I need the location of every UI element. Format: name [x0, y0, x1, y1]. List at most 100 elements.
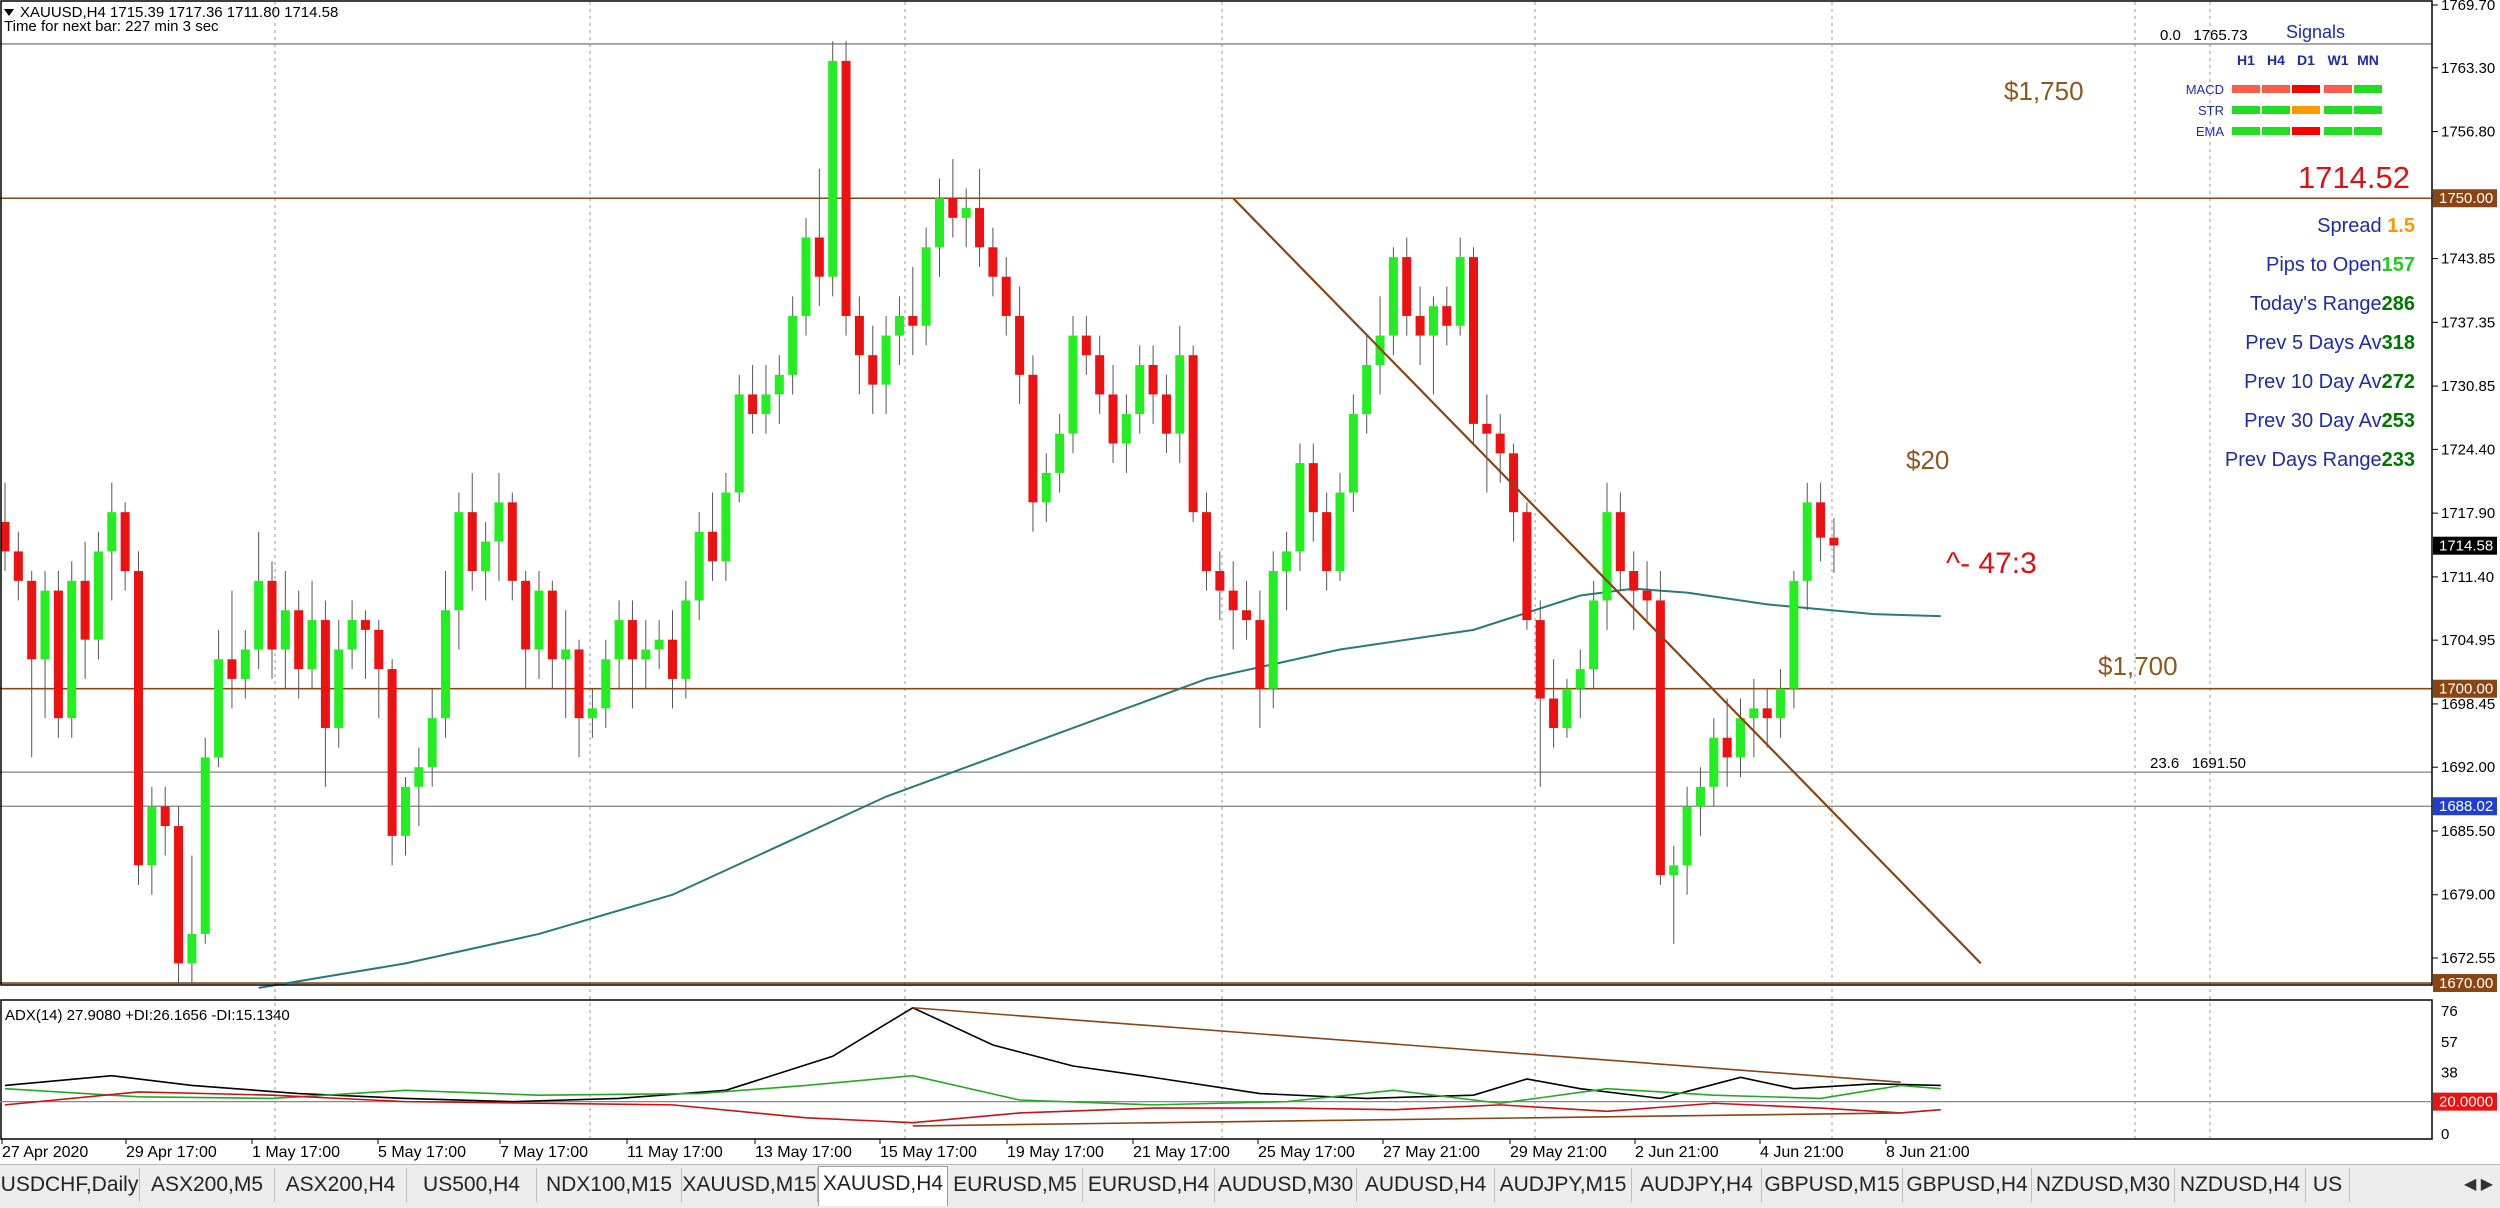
candle-body: [214, 659, 224, 758]
collapse-arrow-icon[interactable]: [4, 9, 14, 16]
annotation-1700: $1,700: [2098, 651, 2178, 681]
time-tick-label: 27 May 21:00: [1383, 1144, 1480, 1161]
tab-scroll-left-icon[interactable]: ◀: [2464, 1176, 2477, 1193]
tab-audusd-h4[interactable]: AUDUSD,H4: [1357, 1168, 1495, 1202]
info-row: Today's Range286: [2250, 293, 2415, 315]
tab-gbpusd-m15[interactable]: GBPUSD,M15: [1762, 1168, 1903, 1202]
tab-usdchf-daily[interactable]: USDCHF,Daily: [0, 1168, 140, 1202]
candle-body: [200, 757, 210, 934]
candle-body: [534, 590, 544, 650]
candle-body: [1736, 718, 1745, 758]
signal-cell: [2292, 85, 2320, 93]
tab-audjpy-m15[interactable]: AUDJPY,M15: [1495, 1168, 1632, 1202]
adx-trendline: [912, 1006, 1901, 1084]
main-panel-border: [0, 0, 2433, 986]
candle-body: [160, 806, 170, 827]
tab-xauusd-h4[interactable]: XAUUSD,H4: [818, 1166, 948, 1206]
price-badge: [2433, 189, 2497, 208]
candle-body: [80, 580, 90, 640]
price-tick-label: 1711.40: [2441, 569, 2494, 586]
tab-eurusd-m5[interactable]: EURUSD,M5: [948, 1168, 1083, 1202]
adx-level-badge-label: 20.0000: [2439, 1094, 2493, 1111]
candle-body: [1322, 512, 1332, 572]
candle-body: [1682, 806, 1692, 866]
candle-body: [1335, 492, 1345, 572]
candle-body: [1495, 433, 1505, 454]
info-row-value: 253: [2382, 410, 2415, 432]
candle-body: [1549, 698, 1559, 728]
candle-body: [1375, 335, 1385, 366]
candle-body: [1402, 257, 1412, 316]
signal-cell: [2354, 106, 2382, 114]
candle-body: [788, 315, 798, 375]
tab-eurusd-h4[interactable]: EURUSD,H4: [1083, 1168, 1215, 1202]
tab-audjpy-h4[interactable]: AUDJPY,H4: [1632, 1168, 1762, 1202]
candle-body: [27, 580, 37, 660]
candle-body: [1455, 257, 1465, 326]
tab-asx200-m5[interactable]: ASX200,M5: [140, 1168, 275, 1202]
time-tick-label: 29 Apr 17:00: [126, 1144, 217, 1161]
candle-body: [961, 208, 971, 218]
price-tick-label: 1763.30: [2441, 60, 2495, 77]
price-tick-label: 1679.00: [2441, 887, 2495, 904]
price-badge-label: 1700.00: [2439, 681, 2493, 698]
signal-cell: [2262, 106, 2290, 114]
candle-body: [441, 610, 451, 719]
info-row: Prev 10 Day Av272: [2244, 371, 2415, 393]
candle-body: [1041, 472, 1051, 503]
time-tick-label: 19 May 17:00: [1007, 1144, 1104, 1161]
candle-body: [1749, 708, 1759, 719]
trendline[interactable]: [1232, 197, 1982, 965]
tab-nzdusd-h4[interactable]: NZDUSD,H4: [2175, 1168, 2306, 1202]
time-tick-label: 8 Jun 21:00: [1886, 1144, 1970, 1161]
signal-timeframe: W1: [2328, 52, 2349, 68]
price-tick-label: 1724.40: [2441, 441, 2495, 458]
signal-row-label: EMA: [2196, 124, 2225, 139]
tab-us[interactable]: US: [2306, 1168, 2350, 1202]
signal-cell: [2324, 85, 2352, 93]
symbol-header: XAUUSD,H4 1715.39 1717.36 1711.80 1714.5…: [20, 4, 338, 21]
adx-tick-label: 0: [2441, 1126, 2449, 1143]
candle-body: [254, 580, 264, 650]
signal-cell: [2262, 85, 2290, 93]
tab-scroll-arrows[interactable]: ◀ ▶: [2464, 1174, 2494, 1200]
info-row: Prev Days Range233: [2225, 449, 2415, 471]
signal-cell: [2292, 127, 2320, 135]
candle-body: [1121, 414, 1131, 444]
candle-body: [1068, 335, 1078, 434]
tab-nzdusd-m30[interactable]: NZDUSD,M30: [2032, 1168, 2175, 1202]
candle-body: [1589, 600, 1599, 670]
candle-body: [1148, 365, 1158, 395]
adx-level-badge: [2433, 1092, 2497, 1111]
candle-body: [227, 659, 237, 679]
tab-asx200-h4[interactable]: ASX200,H4: [275, 1168, 407, 1202]
tab-scroll-right-icon[interactable]: ▶: [2480, 1176, 2494, 1193]
plus-di-line: [4, 1074, 1941, 1106]
candle-body: [1575, 669, 1585, 689]
price-tick-label: 1698.45: [2441, 696, 2495, 713]
signal-timeframe: H4: [2267, 52, 2285, 68]
price-tick-label: 1730.85: [2441, 378, 2495, 395]
candle-body: [1428, 306, 1438, 336]
tab-audusd-m30[interactable]: AUDUSD,M30: [1215, 1168, 1357, 1202]
info-row-value: 286: [2382, 293, 2415, 315]
trendline-segment[interactable]: [1232, 197, 1982, 965]
price-tick-label: 1756.80: [2441, 124, 2495, 141]
candle-body: [1762, 708, 1772, 719]
candle-body: [614, 620, 624, 660]
candle-body: [1215, 571, 1225, 591]
candle-body: [1602, 512, 1612, 601]
time-tick-label: 27 Apr 2020: [2, 1144, 88, 1161]
price-chart[interactable]: 1769.701763.301756.801750.301743.851737.…: [0, 0, 2500, 1164]
tab-us500-h4[interactable]: US500,H4: [407, 1168, 537, 1202]
info-row-value: 272: [2382, 371, 2415, 393]
candle-body: [53, 590, 63, 719]
price-tick-label: 1672.55: [2441, 950, 2495, 967]
tab-ndx100-m15[interactable]: NDX100,M15: [537, 1168, 682, 1202]
tab-xauusd-m15[interactable]: XAUUSD,M15: [682, 1168, 818, 1202]
time-tick-label: 21 May 17:00: [1133, 1144, 1230, 1161]
signal-cell: [2324, 106, 2352, 114]
tab-gbpusd-h4[interactable]: GBPUSD,H4: [1903, 1168, 2032, 1202]
candle-body: [93, 551, 103, 640]
